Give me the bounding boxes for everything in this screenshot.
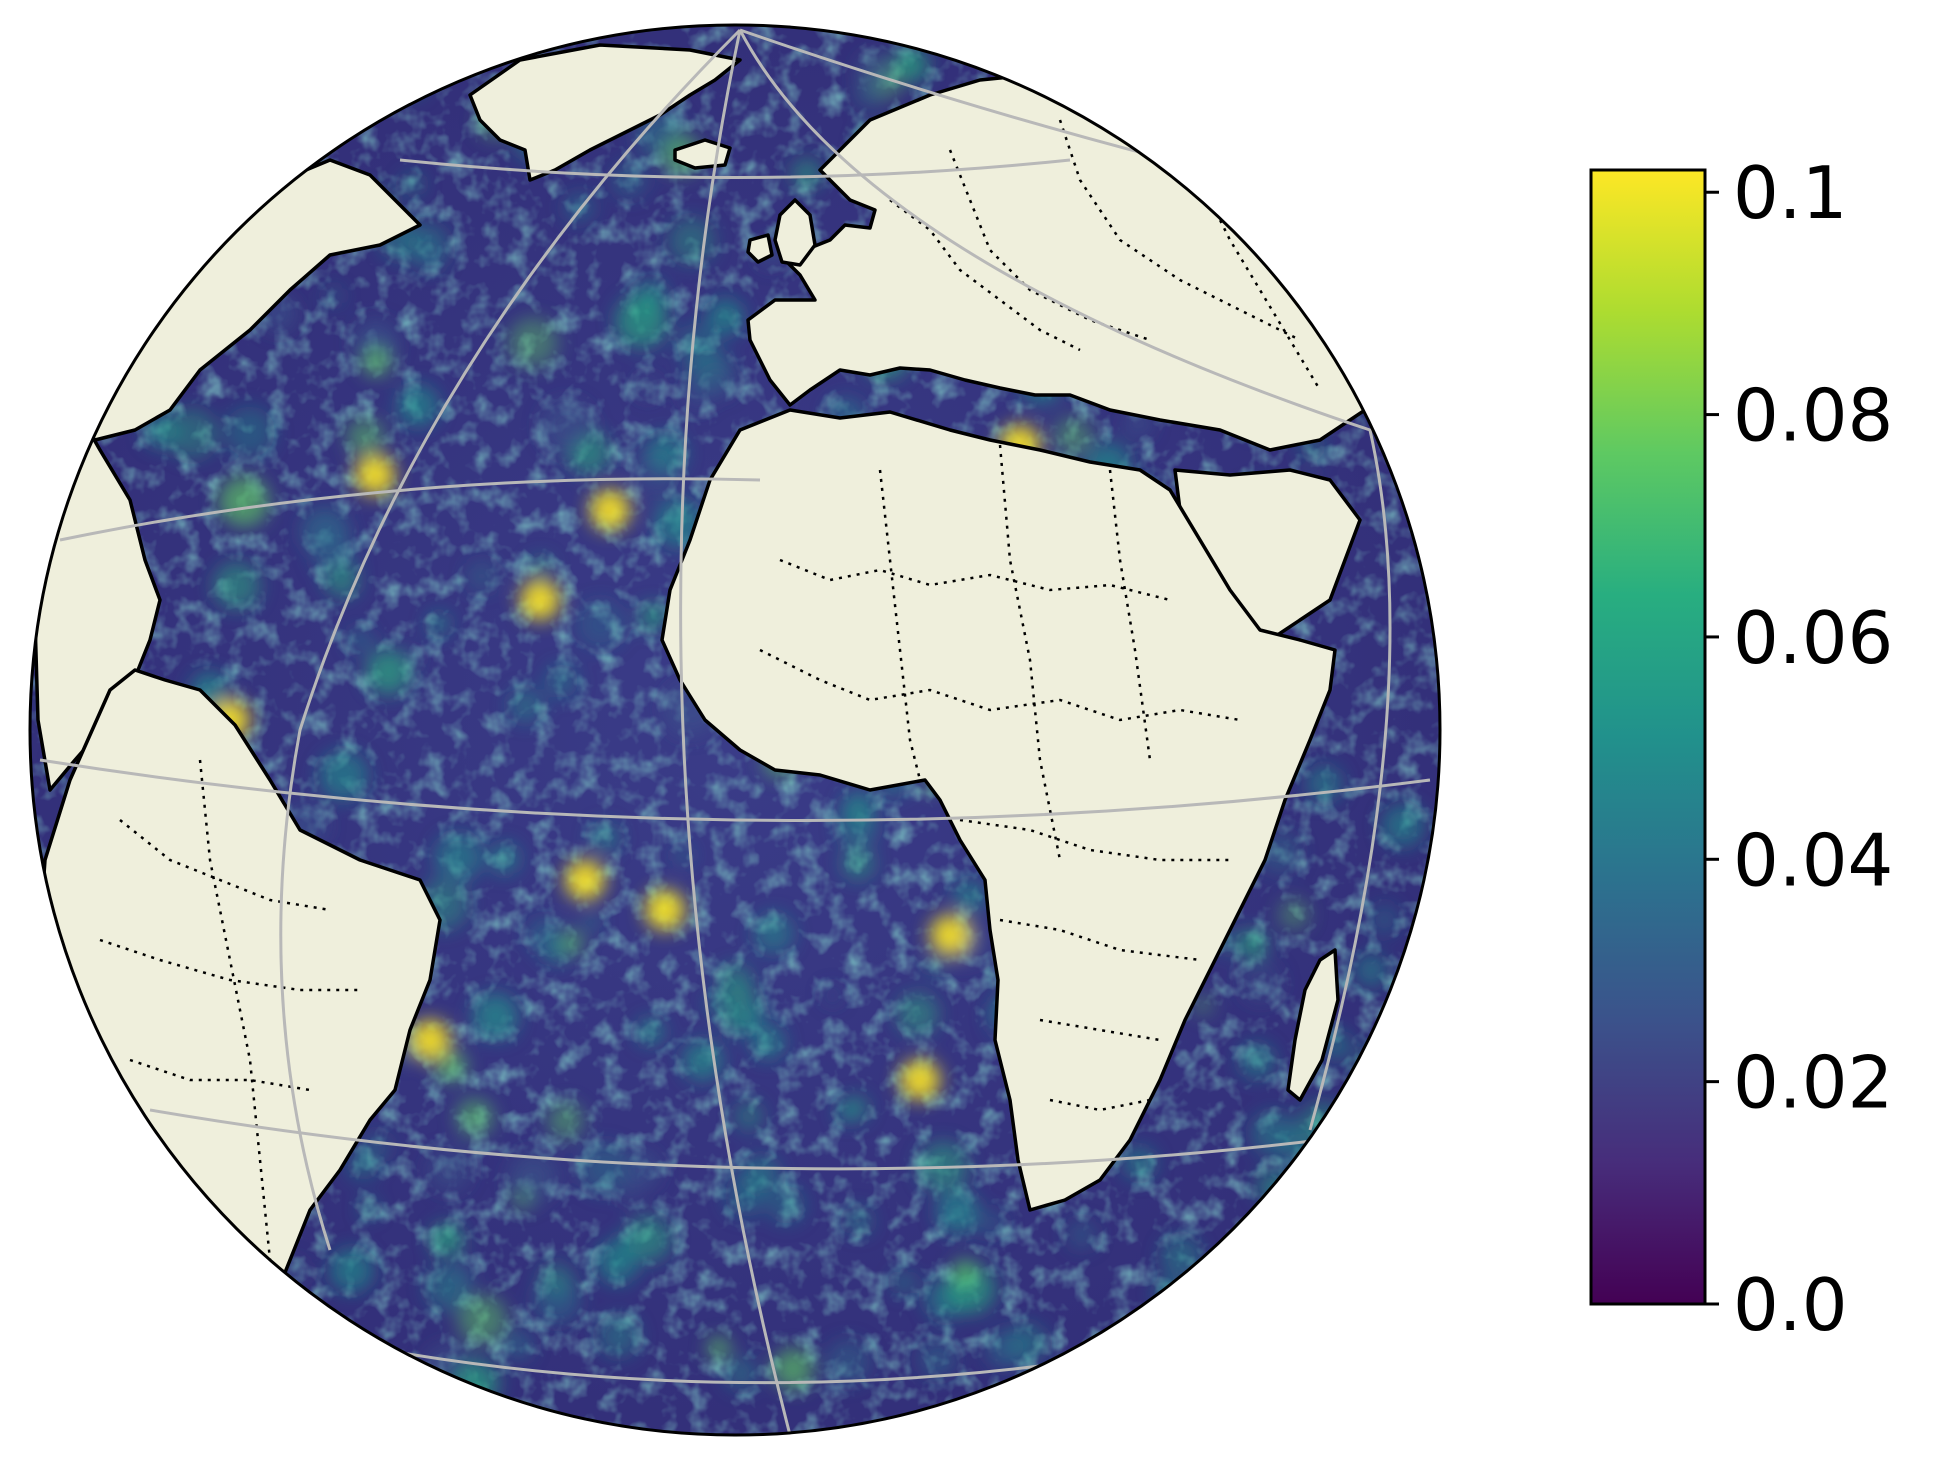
colorbar: 0.0 0.02 0.04 0.06 0.08 0.1 (1589, 151, 1893, 1347)
land-africa (660, 408, 1337, 1212)
globe-outline (28, 23, 1442, 1437)
globe (28, 23, 1442, 1437)
country-borders (99, 119, 1322, 1261)
land-ireland (746, 233, 774, 264)
colorbar-tick-label: 0.08 (1733, 374, 1893, 458)
colorbar-tick-label: 0.06 (1733, 596, 1893, 680)
colorbar-tick-label: 0.0 (1733, 1263, 1848, 1347)
land-madagascar (1286, 948, 1340, 1102)
colorbar-tick-label: 0.04 (1733, 818, 1893, 902)
colorbar-ticks: 0.0 0.02 0.04 0.06 0.08 0.1 (1705, 151, 1893, 1347)
land-britain (773, 198, 817, 267)
colorbar-gradient (1589, 168, 1707, 1306)
colorbar-tick-label: 0.1 (1733, 151, 1848, 235)
colorbar-tick-label: 0.02 (1733, 1041, 1893, 1125)
land-greenland (468, 43, 742, 182)
